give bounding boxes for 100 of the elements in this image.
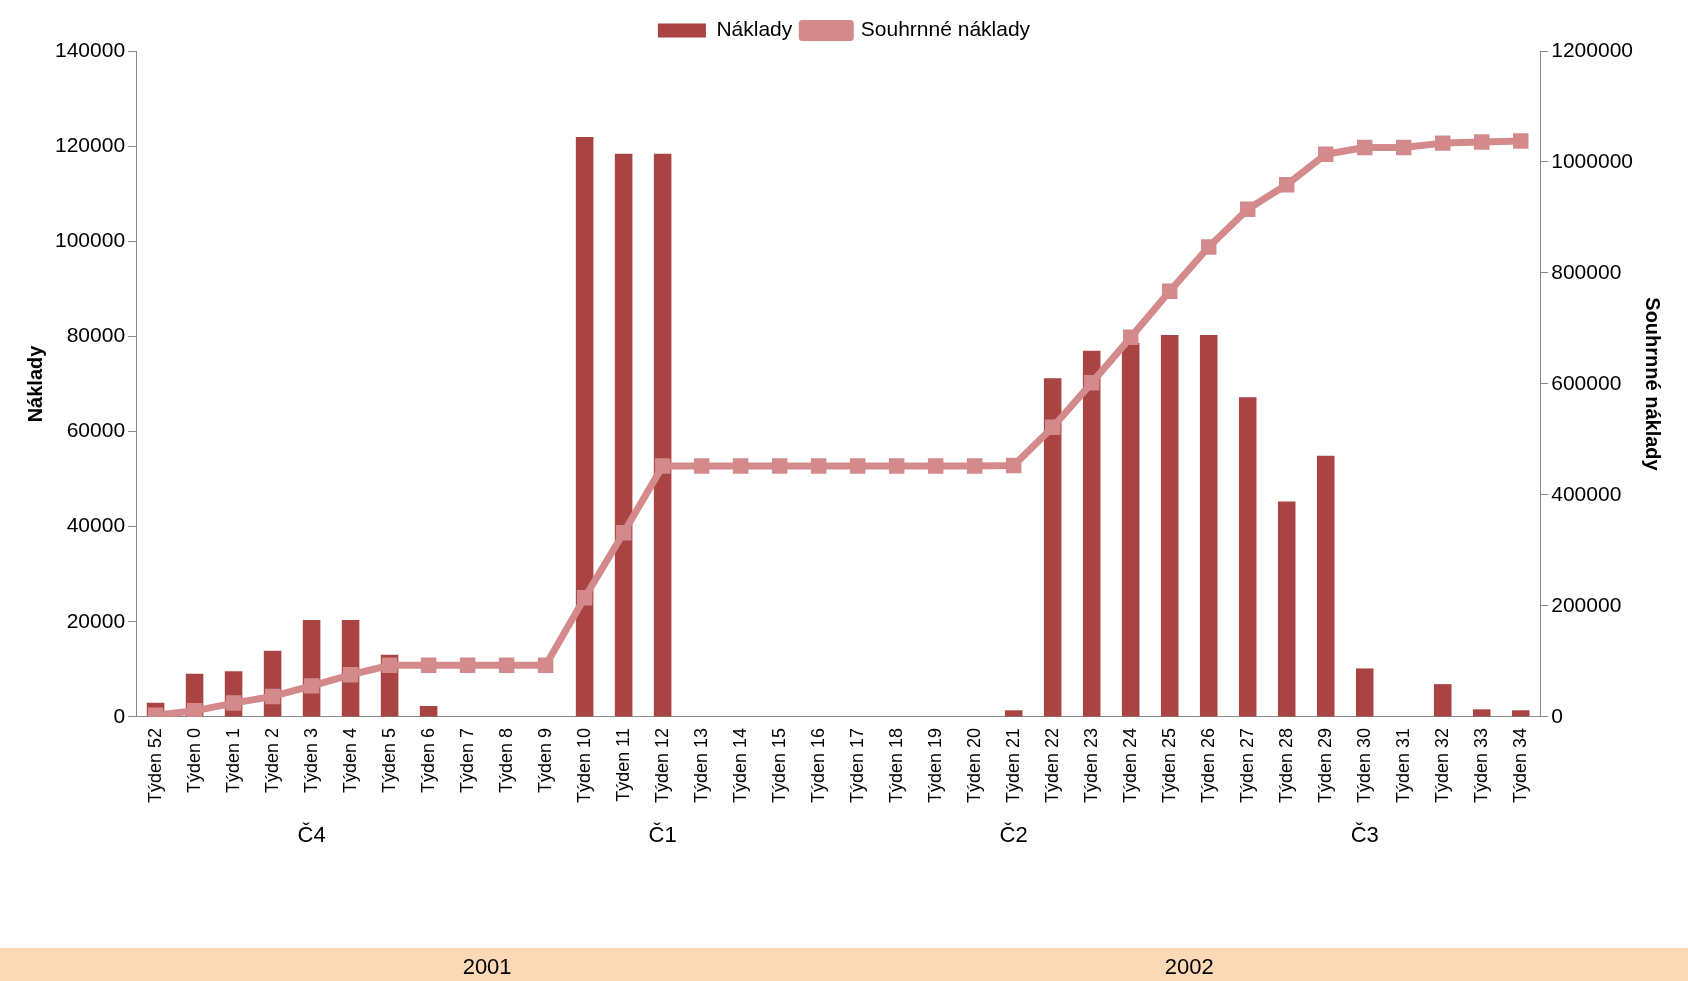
bar: [1472, 709, 1491, 717]
point: [654, 458, 671, 474]
bar: [1082, 350, 1101, 717]
x-tick-label: Týden 6: [417, 727, 438, 793]
bar: [1277, 501, 1296, 717]
bar: [1316, 455, 1335, 717]
point: [342, 667, 359, 683]
bar: [1043, 378, 1062, 717]
y2-axis-title: Souhrnné náklady: [1642, 297, 1665, 472]
x-tick-label: Týden 19: [924, 727, 945, 804]
x-tick-label: Týden 24: [1119, 727, 1140, 804]
bar: [653, 153, 672, 717]
point: [1239, 201, 1256, 217]
point: [888, 458, 905, 474]
x-tick-label: Týden 8: [495, 727, 516, 793]
x-tick-label: Týden 13: [690, 727, 711, 804]
bar: [1238, 397, 1257, 717]
x-tick-label: Týden 18: [885, 727, 906, 804]
point: [1200, 239, 1217, 255]
x-tick-label: Týden 20: [963, 727, 984, 804]
x-tick-label: Týden 52: [144, 727, 165, 804]
text: Č1: [648, 822, 677, 848]
point: [420, 657, 437, 674]
y-tick-label: 20000: [66, 608, 126, 632]
x-tick-label: Týden 1: [222, 727, 243, 793]
bar: [1433, 684, 1452, 717]
x-tick-label: Týden 10: [573, 727, 594, 804]
point: [264, 688, 281, 705]
point: [693, 458, 710, 474]
point: [303, 678, 320, 694]
bar: [1160, 334, 1179, 717]
y2-tick-label: 200000: [1551, 592, 1622, 616]
bar: [1199, 334, 1218, 717]
legend-label: Náklady: [716, 17, 793, 41]
point: [1434, 135, 1451, 151]
point: [1005, 457, 1022, 474]
point: [1161, 283, 1178, 300]
y2-tick-label: 600000: [1551, 370, 1622, 394]
point: [771, 458, 788, 474]
text: 2002: [1164, 954, 1214, 980]
point: [537, 657, 554, 674]
x-tick-label: Týden 25: [1158, 727, 1179, 804]
x-tick-label: Týden 23: [1080, 727, 1101, 804]
x-tick-label: Týden 12: [651, 727, 672, 804]
x-tick-label: Týden 27: [1236, 727, 1257, 804]
bar: [419, 706, 438, 717]
x-tick-label: Týden 31: [1392, 727, 1413, 804]
y-tick-label: 60000: [66, 418, 126, 442]
legend-label: Souhrnné náklady: [860, 17, 1031, 41]
x-tick-label: Týden 9: [534, 727, 555, 793]
x-tick-label: Týden 16: [807, 727, 828, 804]
point: [1044, 419, 1061, 436]
x-tick-label: Týden 28: [1275, 727, 1296, 804]
x-tick-label: Týden 30: [1353, 727, 1374, 804]
bar: [1355, 668, 1374, 717]
x-tick-label: Týden 29: [1314, 727, 1335, 804]
text: Č4: [297, 822, 326, 848]
point: [849, 458, 866, 474]
x-tick-label: Týden 11: [612, 727, 633, 802]
point: [1356, 139, 1373, 156]
point: [1083, 375, 1100, 391]
point: [381, 657, 398, 674]
point: [576, 589, 593, 606]
point: [1513, 133, 1529, 149]
point: [927, 458, 944, 474]
x-tick-label: Týden 17: [846, 727, 867, 804]
point: [1395, 139, 1412, 156]
text: Č2: [999, 822, 1028, 848]
y-axis-title: Náklady: [23, 344, 46, 423]
y2-tick-label: 800000: [1551, 259, 1622, 283]
x-tick-label: Týden 33: [1470, 727, 1491, 804]
text: Č3: [1350, 822, 1379, 848]
y-tick-label: 80000: [66, 323, 126, 347]
y2-tick-label: 1000000: [1551, 148, 1634, 172]
x-tick-label: Týden 4: [339, 727, 360, 793]
x-tick-label: Týden 2: [261, 727, 282, 793]
y-tick-label: 40000: [66, 513, 126, 537]
x-tick-label: Týden 14: [729, 727, 750, 804]
point: [1122, 329, 1139, 346]
bar: [575, 137, 594, 717]
point: [1474, 134, 1490, 150]
point: [1317, 146, 1334, 162]
bar: [1121, 343, 1140, 717]
y-tick-label: 100000: [55, 228, 126, 252]
y-tick-label: 120000: [55, 132, 126, 156]
x-tick-label: Týden 26: [1197, 727, 1218, 804]
point: [225, 695, 242, 711]
x-tick-label: Týden 21: [1002, 727, 1023, 804]
point: [615, 524, 632, 541]
point: [459, 657, 476, 674]
point: [498, 657, 515, 674]
y2-tick-label: 1200000: [1551, 37, 1634, 61]
x-tick-label: Týden 3: [300, 727, 321, 793]
x-tick-label: Týden 32: [1431, 727, 1452, 804]
point: [186, 703, 203, 717]
bar: [1511, 710, 1530, 717]
x-tick-label: Týden 0: [183, 727, 204, 793]
x-tick-label: Týden 15: [768, 727, 789, 804]
point: [1278, 177, 1295, 193]
point: [966, 458, 983, 474]
